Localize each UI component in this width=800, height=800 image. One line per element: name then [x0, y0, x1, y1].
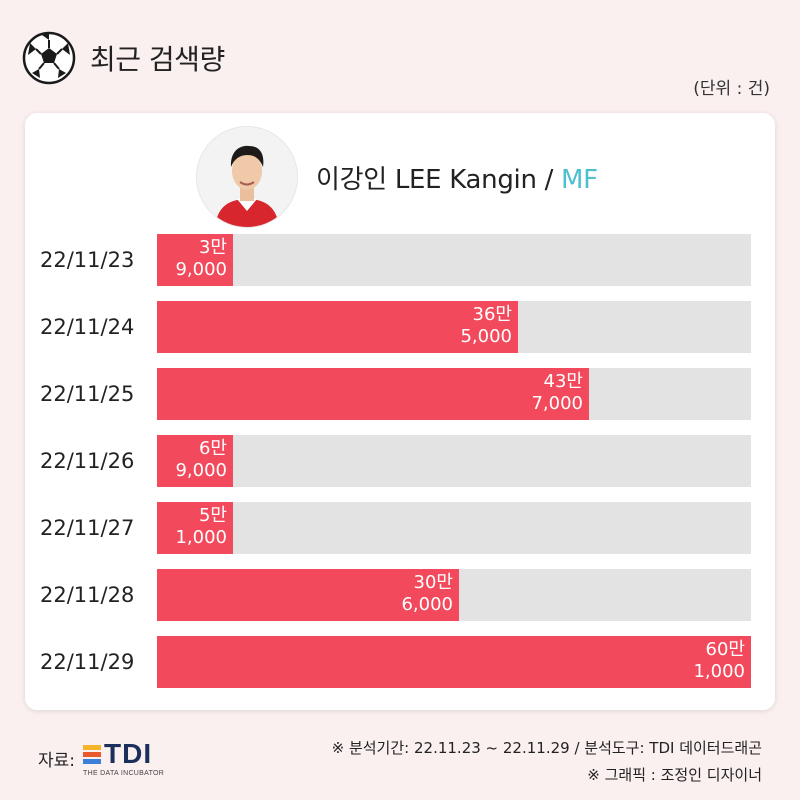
unit-label: (단위 : 건)	[693, 79, 770, 99]
bar-value-label: 60만 1,000	[693, 639, 745, 683]
date-label: 22/11/24	[40, 315, 135, 339]
bar-row: 22/11/24 36만 5,000	[0, 301, 800, 353]
bar-value-label: 30만 6,000	[401, 572, 453, 616]
source: 자료: TDI THE DATA INCUBATOR	[38, 740, 164, 778]
player-header: 이강인 LEE Kangin / MF	[196, 126, 598, 228]
value-label-rest: 9,000	[175, 460, 227, 481]
bar-row: 22/11/29 60만 1,000	[0, 636, 800, 688]
footer-notes: ※ 분석기간: 22.11.23 ~ 22.11.29 / 분석도구: TDI …	[332, 735, 762, 789]
bar-row: 22/11/26 6만 9,000	[0, 435, 800, 487]
bar-row: 22/11/25 43만 7,000	[0, 368, 800, 420]
player-position: MF	[561, 164, 598, 195]
value-label-rest: 1,000	[693, 661, 745, 682]
header: 최근 검색량	[22, 28, 225, 88]
logo-subtext: THE DATA INCUBATOR	[83, 770, 165, 777]
value-label-rest: 9,000	[175, 259, 227, 280]
value-label-rest: 5,000	[460, 326, 512, 347]
bar-value-label: 5만 1,000	[175, 505, 227, 549]
soccer-ball-icon	[22, 31, 76, 85]
value-label-man: 5만	[198, 505, 227, 526]
page-title: 최근 검색량	[90, 43, 225, 76]
value-label-man: 30만	[413, 572, 453, 593]
value-label-rest: 6,000	[401, 594, 453, 615]
value-label-man: 6만	[198, 438, 227, 459]
tdi-logo: TDI THE DATA INCUBATOR	[83, 740, 164, 777]
source-label: 자료:	[38, 751, 76, 771]
logo-text: TDI	[104, 738, 153, 769]
bar-track	[157, 234, 751, 286]
bar: 5만 1,000	[157, 502, 233, 554]
value-label-man: 3만	[198, 237, 227, 258]
logo-stripes-icon	[83, 744, 102, 765]
bar: 60만 1,000	[157, 636, 751, 688]
bar: 6만 9,000	[157, 435, 233, 487]
bar-row: 22/11/27 5만 1,000	[0, 502, 800, 554]
value-label-rest: 7,000	[531, 393, 583, 414]
bar-value-label: 36만 5,000	[460, 304, 512, 348]
bar-row: 22/11/23 3만 9,000	[0, 234, 800, 286]
bar: 3만 9,000	[157, 234, 233, 286]
bar-value-label: 3만 9,000	[175, 237, 227, 281]
bar: 30만 6,000	[157, 569, 459, 621]
date-label: 22/11/27	[40, 516, 135, 540]
player-name: 이강인 LEE Kangin / MF	[316, 159, 598, 196]
player-name-text: 이강인 LEE Kangin /	[316, 164, 562, 195]
bar-row: 22/11/28 30만 6,000	[0, 569, 800, 621]
value-label-man: 36만	[472, 304, 512, 325]
bar: 36만 5,000	[157, 301, 518, 353]
analysis-period-note: ※ 분석기간: 22.11.23 ~ 22.11.29 / 분석도구: TDI …	[331, 739, 762, 757]
date-label: 22/11/25	[40, 382, 135, 406]
date-label: 22/11/26	[40, 449, 135, 473]
bar-track	[157, 502, 751, 554]
bar-track	[157, 435, 751, 487]
player-avatar	[196, 126, 298, 228]
bar: 43만 7,000	[157, 368, 589, 420]
date-label: 22/11/29	[40, 650, 135, 674]
value-label-rest: 1,000	[175, 527, 227, 548]
date-label: 22/11/23	[40, 248, 135, 272]
bar-value-label: 43만 7,000	[531, 371, 583, 415]
bar-value-label: 6만 9,000	[175, 438, 227, 482]
date-label: 22/11/28	[40, 583, 135, 607]
value-label-man: 43만	[543, 371, 583, 392]
value-label-man: 60만	[705, 639, 745, 660]
graphic-credit-note: ※ 그래픽 : 조정인 디자이너	[587, 766, 762, 784]
